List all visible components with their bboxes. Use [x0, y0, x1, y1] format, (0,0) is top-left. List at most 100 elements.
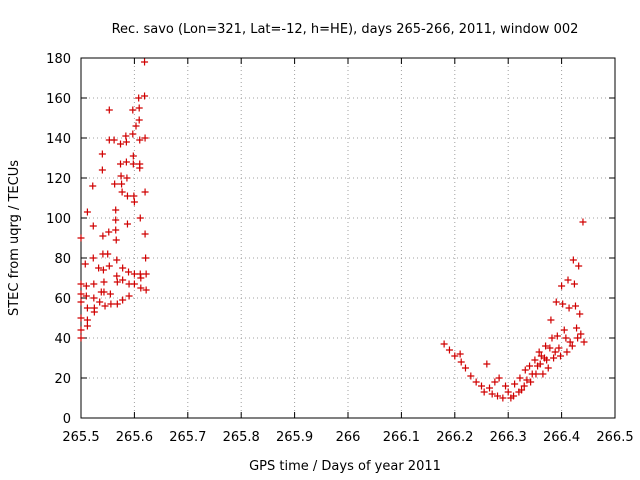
data-point-marker	[123, 174, 131, 182]
data-point-marker	[77, 290, 85, 298]
data-point-marker	[483, 360, 491, 368]
data-point-marker	[129, 152, 137, 160]
data-point-marker	[112, 206, 120, 214]
data-point-marker	[535, 348, 543, 356]
data-point-marker	[107, 300, 115, 308]
x-tick-label: 266.1	[383, 430, 420, 445]
data-point-marker	[573, 324, 581, 332]
x-tick-label: 265.6	[116, 430, 153, 445]
data-point-marker	[90, 280, 98, 288]
x-tick-label: 266.4	[543, 430, 580, 445]
data-point-marker	[122, 158, 130, 166]
data-point-marker	[440, 340, 448, 348]
grid-lines	[81, 58, 615, 418]
data-point-marker	[112, 226, 120, 234]
data-point-marker	[83, 322, 91, 330]
data-point-marker	[106, 290, 114, 298]
data-point-marker	[82, 292, 90, 300]
data-point-marker	[110, 136, 118, 144]
data-point-marker	[83, 208, 91, 216]
data-point-marker	[117, 172, 125, 180]
data-point-marker	[129, 130, 137, 138]
data-point-marker	[516, 374, 524, 382]
data-point-marker	[90, 294, 98, 302]
data-point-marker	[550, 354, 558, 362]
data-point-marker	[574, 334, 582, 342]
data-point-marker	[99, 266, 107, 274]
data-point-marker	[90, 308, 98, 316]
data-point-marker	[135, 116, 143, 124]
data-point-marker	[451, 352, 459, 360]
data-point-marker	[547, 316, 555, 324]
data-point-marker	[542, 342, 550, 350]
data-point-marker	[136, 164, 144, 172]
data-point-marker	[89, 254, 97, 262]
data-point-marker	[129, 160, 137, 168]
data-point-marker	[119, 276, 127, 284]
data-point-marker	[113, 278, 121, 286]
data-point-marker	[563, 348, 571, 356]
data-point-marker	[104, 250, 112, 258]
data-point-marker	[494, 392, 502, 400]
data-point-marker	[510, 392, 518, 400]
data-point-marker	[539, 370, 547, 378]
y-tick-label: 140	[46, 132, 71, 147]
data-point-marker	[117, 140, 125, 148]
data-point-marker	[118, 180, 126, 188]
data-point-marker	[83, 316, 91, 324]
data-point-marker	[100, 278, 108, 286]
data-point-marker	[511, 380, 519, 388]
data-point-marker	[119, 296, 127, 304]
data-point-marker	[99, 232, 107, 240]
data-point-marker	[123, 192, 131, 200]
data-point-marker	[141, 92, 149, 100]
data-point-marker	[96, 298, 104, 306]
data-point-marker	[119, 264, 127, 272]
data-point-marker	[142, 254, 150, 262]
data-point-marker	[101, 302, 109, 310]
data-point-marker	[486, 384, 494, 392]
chart-title: Rec. savo (Lon=321, Lat=-12, h=HE), days…	[112, 22, 579, 37]
data-point-marker	[130, 280, 138, 288]
data-point-marker	[105, 262, 113, 270]
data-point-marker	[558, 282, 566, 290]
y-tick-label: 20	[54, 372, 71, 387]
data-point-marker	[132, 122, 140, 130]
data-point-marker	[523, 376, 531, 384]
data-point-marker	[125, 292, 133, 300]
data-point-marker	[77, 298, 85, 306]
data-point-marker	[112, 236, 120, 244]
data-point-marker	[100, 288, 108, 296]
data-point-marker	[575, 262, 583, 270]
data-point-marker	[579, 218, 587, 226]
x-tick-label: 265.5	[62, 430, 99, 445]
data-point-marker	[527, 378, 535, 386]
data-point-marker	[98, 166, 106, 174]
data-point-marker	[520, 382, 528, 390]
data-point-marker	[135, 94, 143, 102]
x-tick-label: 266.3	[490, 430, 527, 445]
data-point-marker	[130, 192, 138, 200]
x-tick-label: 266.2	[436, 430, 473, 445]
data-point-marker	[89, 182, 97, 190]
data-point-marker	[502, 382, 510, 390]
x-tick-label: 265.9	[276, 430, 313, 445]
data-point-marker	[445, 346, 453, 354]
data-point-marker	[137, 274, 145, 282]
data-point-marker	[112, 216, 120, 224]
y-axis-label: STEC from uqrg / TECUs	[7, 160, 22, 316]
data-point-marker	[125, 268, 133, 276]
data-point-marker	[136, 136, 144, 144]
x-tick-label: 265.8	[223, 430, 260, 445]
data-point-marker	[526, 362, 534, 370]
data-points	[77, 58, 588, 402]
data-point-marker	[559, 300, 567, 308]
data-point-marker	[557, 352, 565, 360]
data-point-marker	[552, 298, 560, 306]
data-point-marker	[141, 134, 149, 142]
data-point-marker	[565, 304, 573, 312]
data-point-marker	[129, 106, 137, 114]
y-tick-label: 0	[63, 412, 71, 427]
y-tick-label: 80	[54, 252, 71, 267]
